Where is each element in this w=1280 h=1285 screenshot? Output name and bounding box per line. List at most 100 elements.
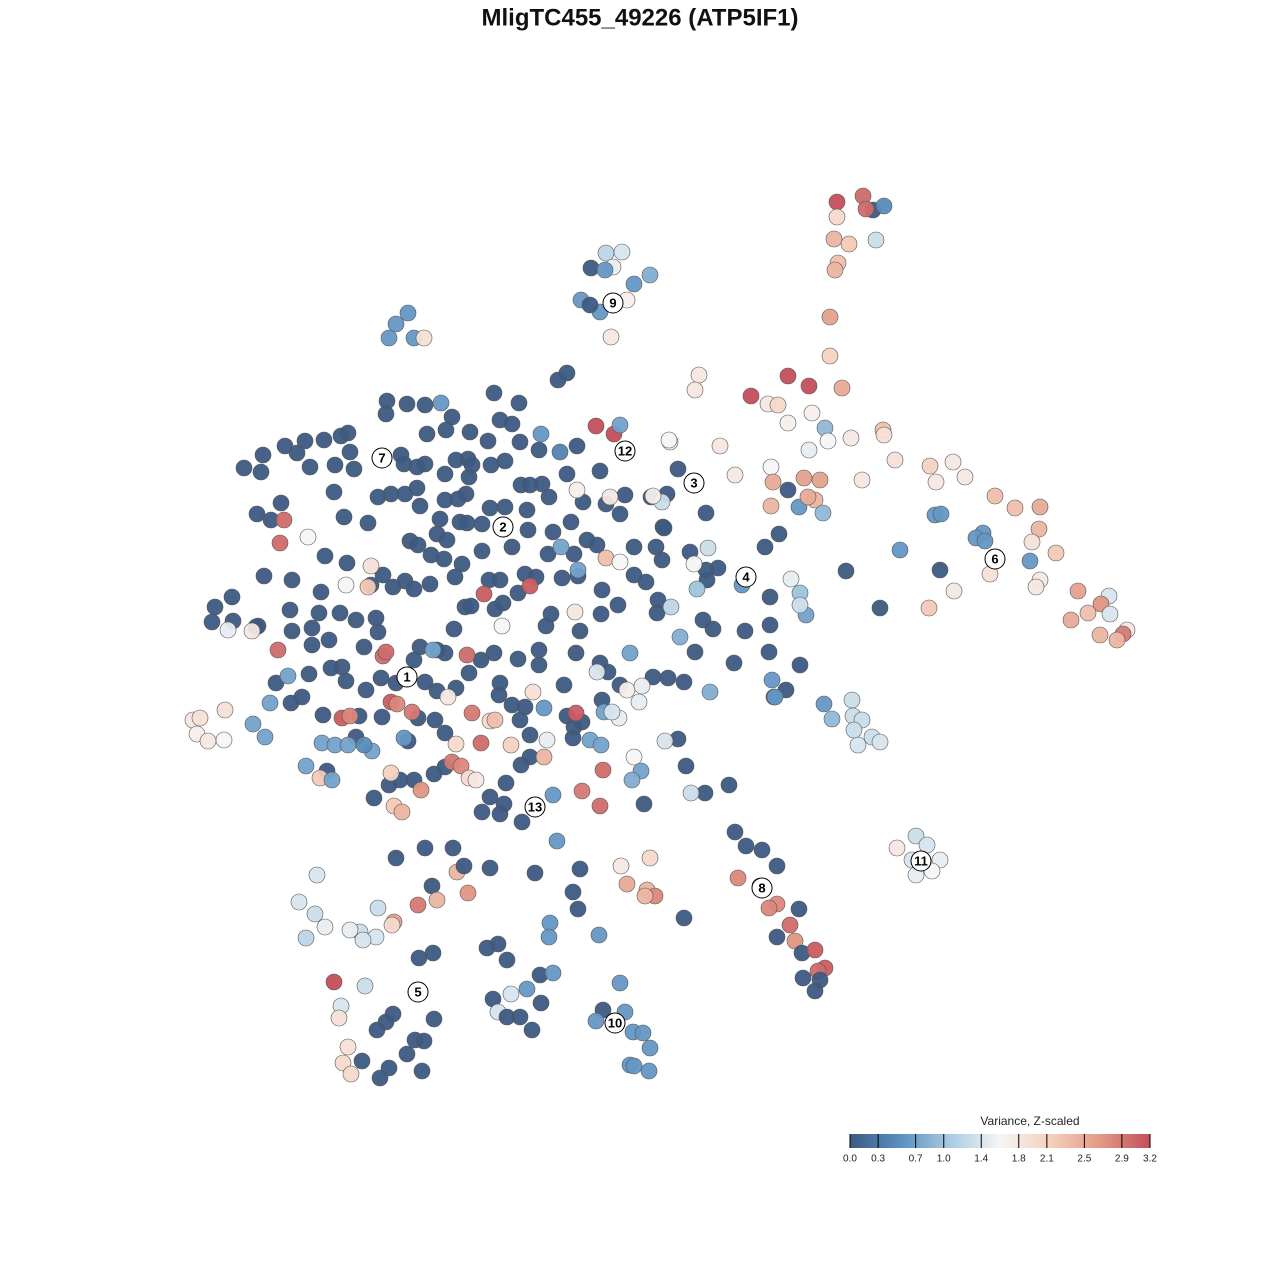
point xyxy=(261,694,279,712)
point xyxy=(621,644,639,662)
point xyxy=(753,841,771,859)
point xyxy=(803,404,821,422)
point xyxy=(447,735,465,753)
point xyxy=(596,261,614,279)
point xyxy=(907,827,925,845)
point xyxy=(367,609,385,627)
cluster-label: 11 xyxy=(914,853,928,868)
point xyxy=(611,553,629,571)
point xyxy=(587,1012,605,1030)
point xyxy=(235,459,253,477)
point xyxy=(443,408,461,426)
point xyxy=(1108,631,1126,649)
point xyxy=(1030,520,1048,538)
point xyxy=(612,857,630,875)
point xyxy=(485,644,503,662)
point xyxy=(697,504,715,522)
point xyxy=(675,909,693,927)
point xyxy=(271,534,289,552)
point xyxy=(711,437,729,455)
point xyxy=(762,497,780,515)
point xyxy=(272,494,290,512)
point xyxy=(341,707,359,725)
point xyxy=(1069,582,1087,600)
cluster-badge xyxy=(524,796,546,818)
point xyxy=(603,703,621,721)
point xyxy=(1021,552,1039,570)
point xyxy=(316,918,334,936)
point xyxy=(485,384,503,402)
point xyxy=(540,928,558,946)
point xyxy=(519,521,537,539)
point xyxy=(459,884,477,902)
point xyxy=(314,706,332,724)
point xyxy=(357,681,375,699)
point xyxy=(636,887,654,905)
point xyxy=(387,849,405,867)
point xyxy=(591,797,609,815)
point xyxy=(648,604,666,622)
point xyxy=(412,781,430,799)
point xyxy=(303,619,321,637)
point xyxy=(330,1009,348,1027)
point xyxy=(567,704,585,722)
point xyxy=(976,532,994,550)
colorbar: Variance, Z-scaled 0.0 0.3 0.7 1.0 1.4 1.8 2.1… xyxy=(843,1114,1157,1164)
point xyxy=(799,488,817,506)
point xyxy=(871,599,889,617)
point xyxy=(331,604,349,622)
point xyxy=(491,411,509,429)
point xyxy=(828,208,846,226)
cluster-label: 5 xyxy=(414,984,421,999)
point xyxy=(701,683,719,701)
point xyxy=(445,620,463,638)
point xyxy=(199,732,217,750)
point xyxy=(377,643,395,661)
point xyxy=(699,539,717,557)
point xyxy=(544,964,562,982)
point xyxy=(641,1039,659,1057)
point xyxy=(341,921,359,939)
point xyxy=(491,805,509,823)
point xyxy=(393,803,411,821)
point xyxy=(345,460,363,478)
point xyxy=(377,405,395,423)
point xyxy=(927,473,945,491)
point xyxy=(811,471,829,489)
point xyxy=(592,736,610,754)
point xyxy=(662,598,680,616)
point xyxy=(332,427,350,445)
point xyxy=(660,431,678,449)
point xyxy=(594,761,612,779)
point xyxy=(640,1062,658,1080)
point xyxy=(339,736,357,754)
point xyxy=(502,736,520,754)
point xyxy=(353,1052,371,1070)
point xyxy=(425,1010,443,1028)
point xyxy=(532,994,550,1012)
point xyxy=(511,1008,529,1026)
point xyxy=(540,488,558,506)
colorbar-tick-label: 3.2 xyxy=(1143,1154,1157,1165)
cluster-label: 2 xyxy=(499,519,506,534)
point xyxy=(779,414,797,432)
cluster-badge xyxy=(604,1012,626,1034)
point xyxy=(216,701,234,719)
point xyxy=(625,275,643,293)
point xyxy=(424,641,442,659)
point xyxy=(323,771,341,789)
point xyxy=(486,711,504,729)
point xyxy=(535,699,553,717)
point xyxy=(369,623,387,641)
point xyxy=(453,555,471,573)
point xyxy=(316,547,334,565)
point xyxy=(408,479,426,497)
point xyxy=(920,599,938,617)
point xyxy=(416,839,434,857)
point xyxy=(523,1021,541,1039)
point xyxy=(320,631,338,649)
point xyxy=(410,949,428,967)
point xyxy=(481,859,499,877)
point xyxy=(415,329,433,347)
point xyxy=(511,711,529,729)
